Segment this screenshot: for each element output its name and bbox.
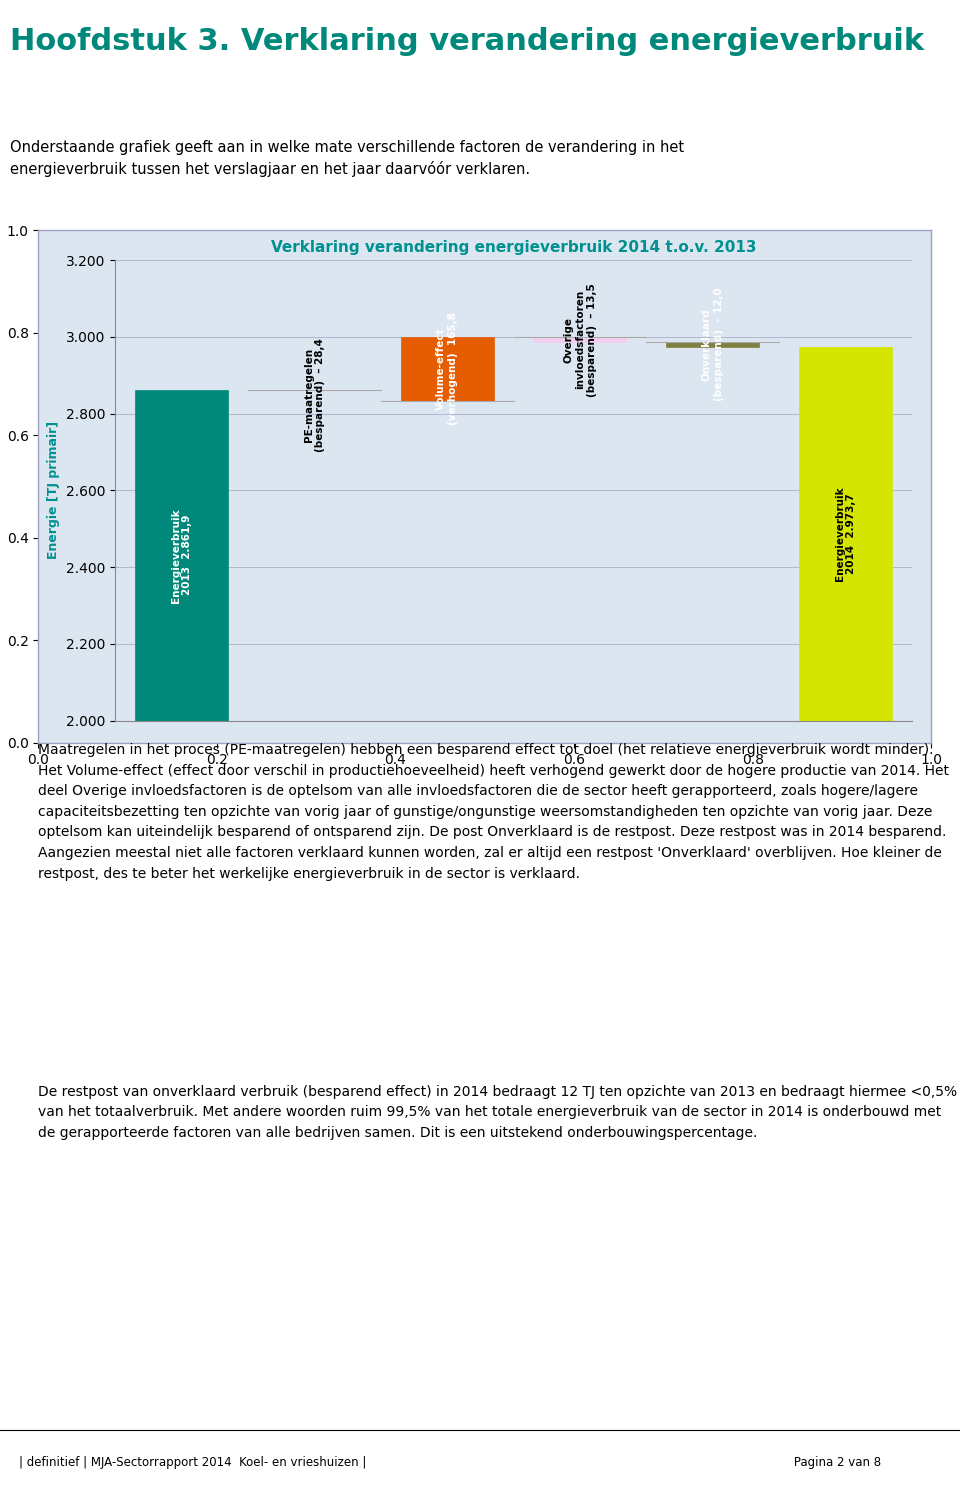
Title: Verklaring verandering energieverbruik 2014 t.o.v. 2013: Verklaring verandering energieverbruik 2… (271, 239, 756, 254)
Y-axis label: Energie [TJ primair]: Energie [TJ primair] (47, 422, 60, 559)
Text: De restpost van onverklaard verbruik (besparend effect) in 2014 bedraagt 12 TJ t: De restpost van onverklaard verbruik (be… (38, 1085, 957, 1140)
Bar (799, 346, 892, 721)
Text: Overige
invloedsfactoren
(besparend)  – 13,5: Overige invloedsfactoren (besparend) – 1… (564, 282, 596, 397)
Text: PE-maatregelen
(besparend)  – 28,4: PE-maatregelen (besparend) – 28,4 (303, 339, 325, 452)
Text: Onderstaande grafiek geeft aan in welke mate verschillende factoren de veranderi: Onderstaande grafiek geeft aan in welke … (10, 140, 684, 177)
Text: Energieverbruik
2013  2.861,9: Energieverbruik 2013 2.861,9 (171, 508, 192, 603)
Text: Maatregelen in het proces (PE-maatregelen) hebben een besparend effect tot doel : Maatregelen in het proces (PE-maatregele… (38, 743, 949, 881)
Bar (400, 337, 493, 401)
Text: Onverklaard
(besparend)  – 12,0: Onverklaard (besparend) – 12,0 (702, 288, 724, 401)
Bar (268, 389, 361, 401)
Bar (666, 342, 759, 346)
Bar (534, 337, 627, 342)
Text: | definitief | MJA-Sectorrapport 2014  Koel- en vrieshuizen |                   : | definitief | MJA-Sectorrapport 2014 Ko… (19, 1456, 881, 1468)
Text: Hoofdstuk 3. Verklaring verandering energieverbruik: Hoofdstuk 3. Verklaring verandering ener… (10, 27, 924, 56)
Text: Energieverbruik
2014  2.973,7: Energieverbruik 2014 2.973,7 (835, 486, 856, 581)
Text: Volume-effect
(verhogend)  165,8: Volume-effect (verhogend) 165,8 (437, 312, 458, 425)
Bar (135, 389, 228, 721)
